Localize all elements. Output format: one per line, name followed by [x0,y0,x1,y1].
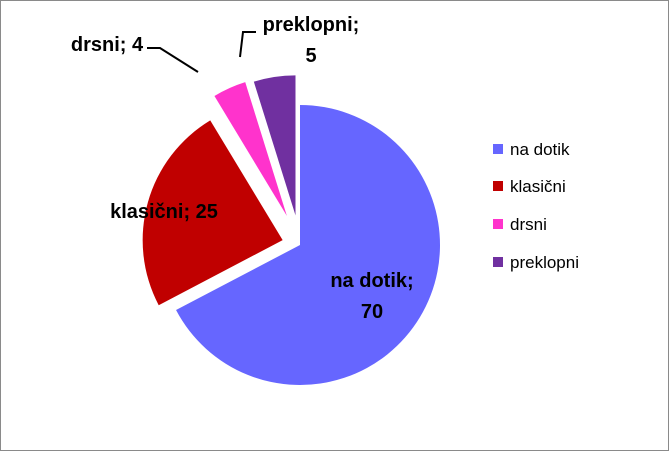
pie-slices [142,75,440,386]
legend-swatch-na-dotik [493,144,503,154]
legend-swatch-preklopni [493,257,503,267]
data-label-preklopni-line1: preklopni; [263,14,360,36]
data-label-preklopni: preklopni; 5 [263,14,360,67]
leader-line-drsni [147,47,199,73]
legend-label-klasicni: klasični [510,177,566,196]
data-label-drsni-line1: drsni; 4 [71,34,144,56]
data-label-na-dotik-line1: na dotik; [330,270,413,292]
data-label-na-dotik-line2: 70 [361,301,383,323]
pie-slice-na-dotik [176,105,440,386]
leader-line-preklopni [239,31,256,58]
data-label-drsni: drsni; 4 [71,34,144,56]
legend-swatch-drsni [493,219,503,229]
legend-swatch-klasicni [493,181,503,191]
leader-lines [147,31,256,73]
pie-slice-drsni [214,82,287,216]
legend-label-preklopni: preklopni [510,253,579,272]
data-label-klasicni: klasični; 25 [110,201,218,223]
pie-slice-klasicni [142,120,283,306]
data-label-klasicni-line1: klasični; 25 [110,201,218,223]
data-label-na-dotik: na dotik; 70 [330,270,413,323]
data-label-preklopni-line2: 5 [305,45,316,67]
legend-label-na-dotik: na dotik [510,140,570,159]
pie-slice-preklopni [253,75,296,216]
legend: na dotik klasični drsni preklopni [493,140,579,272]
legend-label-drsni: drsni [510,215,547,234]
